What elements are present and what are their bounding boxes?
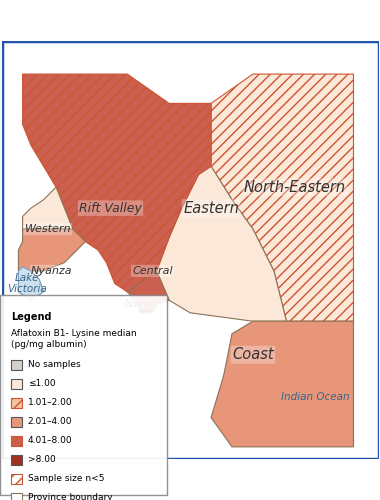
Text: >8.00: >8.00 — [28, 455, 55, 464]
Text: Legend: Legend — [11, 312, 52, 322]
Text: Province boundary: Province boundary — [28, 493, 112, 500]
Text: 1.01–2.00: 1.01–2.00 — [28, 398, 72, 407]
Text: Nyanza: Nyanza — [31, 266, 73, 276]
Text: Rift Valley: Rift Valley — [79, 202, 142, 214]
Polygon shape — [18, 267, 44, 300]
Text: Central: Central — [132, 266, 173, 276]
Text: Lake
Victoria: Lake Victoria — [7, 272, 47, 294]
Text: Aflatoxin B1- Lysine median
(pg/mg albumin): Aflatoxin B1- Lysine median (pg/mg album… — [11, 329, 137, 349]
Text: Nairobi: Nairobi — [125, 298, 160, 308]
Polygon shape — [136, 300, 157, 313]
Text: North-Eastern: North-Eastern — [244, 180, 346, 194]
Text: ≤1.00: ≤1.00 — [28, 379, 55, 388]
Text: 4.01–8.00: 4.01–8.00 — [28, 436, 72, 445]
Polygon shape — [211, 321, 353, 447]
Polygon shape — [18, 229, 86, 271]
Polygon shape — [157, 166, 287, 321]
Text: Sample size n<5: Sample size n<5 — [28, 474, 104, 483]
Polygon shape — [22, 74, 211, 292]
Text: No samples: No samples — [28, 360, 80, 369]
Polygon shape — [211, 74, 353, 321]
Text: Indian Ocean: Indian Ocean — [282, 392, 350, 402]
Polygon shape — [127, 271, 169, 308]
Polygon shape — [22, 187, 73, 229]
Text: 2.01–4.00: 2.01–4.00 — [28, 417, 72, 426]
Text: Western: Western — [24, 224, 71, 234]
Text: Coast: Coast — [232, 347, 274, 362]
Text: Eastern: Eastern — [183, 200, 239, 216]
